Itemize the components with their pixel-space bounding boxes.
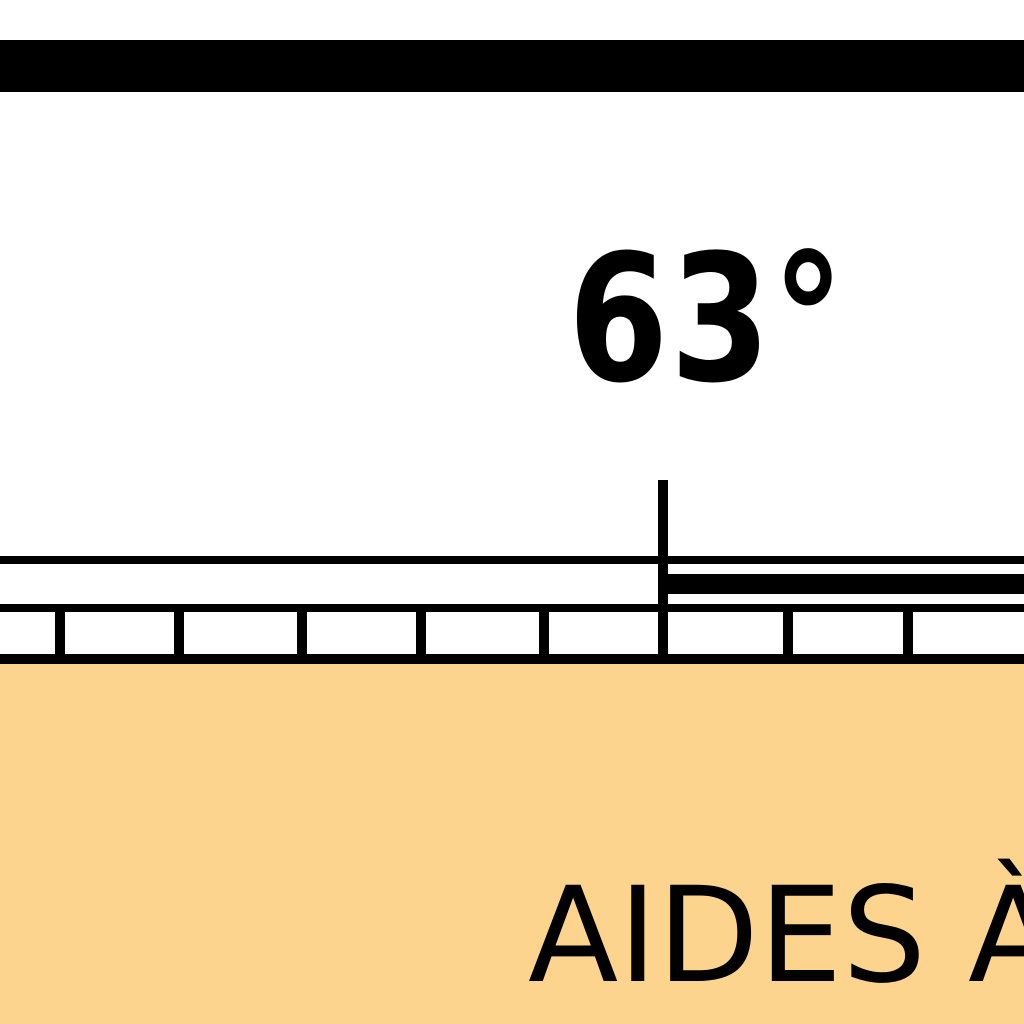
scale-marker-segment — [662, 574, 1024, 594]
bearing-marker-line — [658, 480, 668, 664]
scale-tick — [539, 612, 549, 656]
bottom-panel — [0, 664, 1024, 1024]
scale-tick — [903, 612, 913, 656]
scale-bottom-line — [0, 654, 1024, 664]
scale-tick — [297, 612, 307, 656]
bearing-label: 63° — [568, 217, 846, 422]
scale-top-line — [0, 556, 1024, 564]
scale-tick — [174, 612, 184, 656]
bottom-panel-title: AIDES À — [528, 859, 1024, 1013]
scale-middle-line — [0, 604, 1024, 612]
scale-tick — [783, 612, 793, 656]
scale-tick — [55, 612, 65, 656]
top-border-bar — [0, 40, 1024, 92]
scale-tick — [416, 612, 426, 656]
